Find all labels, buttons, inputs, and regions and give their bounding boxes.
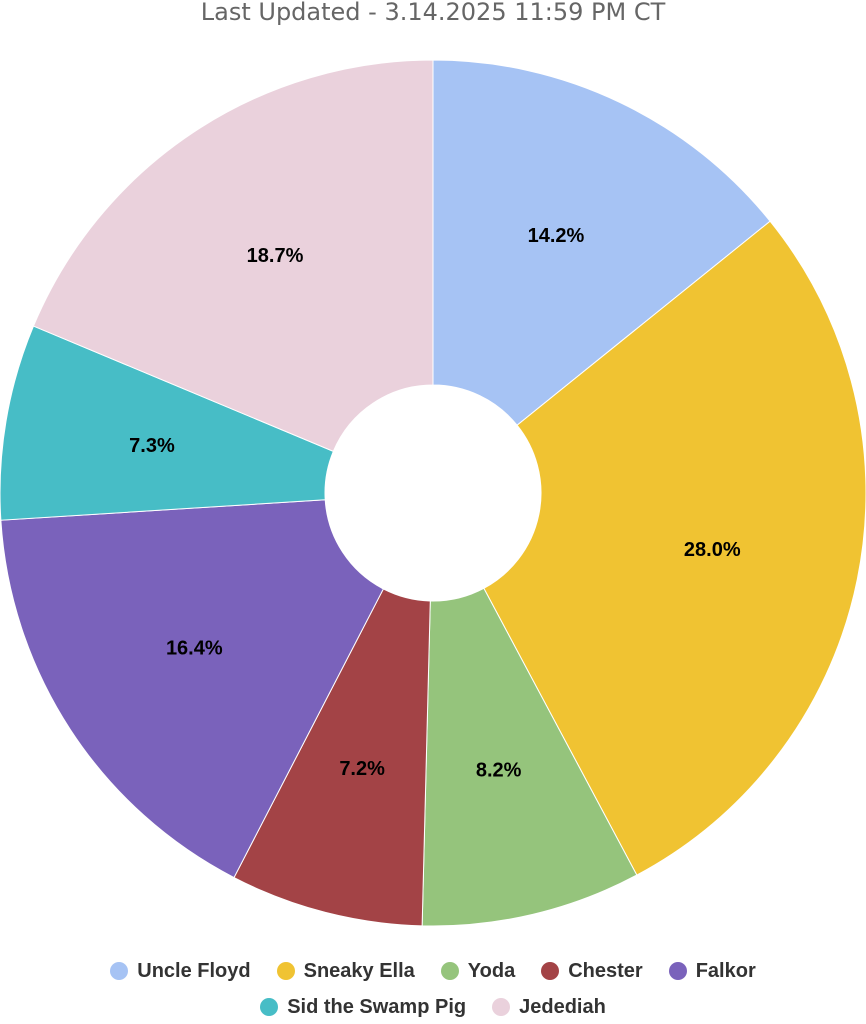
chart-subtitle: Last Updated - 3.14.2025 11:59 PM CT <box>200 0 666 26</box>
legend-item-falkor[interactable]: Falkor <box>668 956 756 986</box>
slice-label-sid-the-swamp-pig: 7.3% <box>129 435 175 457</box>
legend-row-1: Uncle Floyd Sneaky Ella Yoda Chester Fal… <box>0 956 866 986</box>
slice-label-chester: 7.2% <box>339 758 385 780</box>
pie-slice-sid-the-swamp-pig[interactable] <box>0 325 335 521</box>
legend-marker-jedediah <box>492 998 511 1016</box>
legend-item-jedediah[interactable]: Jedediah <box>492 992 606 1022</box>
slice-label-sneaky-ella: 28.0% <box>684 539 741 561</box>
legend-marker-sid-the-swamp-pig <box>260 998 279 1016</box>
legend-label-jedediah: Jedediah <box>519 995 606 1018</box>
legend-label-chester: Chester <box>568 959 643 982</box>
slice-label-falkor: 16.4% <box>166 638 223 660</box>
legend-marker-yoda <box>440 962 459 980</box>
pie-slice-uncle-floyd[interactable] <box>432 59 771 426</box>
legend-marker-sneaky-ella <box>276 962 295 980</box>
legend-item-chester[interactable]: Chester <box>541 956 643 986</box>
legend-label-yoda: Yoda <box>467 959 516 982</box>
chart-legend: Uncle Floyd Sneaky Ella Yoda Chester Fal… <box>0 956 866 1022</box>
pie-slice-chester[interactable] <box>233 588 431 927</box>
legend-item-sneaky-ella[interactable]: Sneaky Ella <box>276 956 415 986</box>
legend-row-2: Sid the Swamp Pig Jedediah <box>0 992 866 1022</box>
legend-marker-uncle-floyd <box>110 962 129 980</box>
legend-marker-chester <box>541 962 560 980</box>
legend-marker-falkor <box>668 962 687 980</box>
pie-chart: 14.2% 28.0% 8.2% 7.2% 16.4% 7.3% 18.7% <box>0 59 866 927</box>
slice-label-uncle-floyd: 14.2% <box>528 225 585 247</box>
legend-label-sid-the-swamp-pig: Sid the Swamp Pig <box>287 995 467 1018</box>
pie-slice-sneaky-ella[interactable] <box>483 220 866 876</box>
slice-label-yoda: 8.2% <box>476 759 522 781</box>
pie-slice-jedediah[interactable] <box>32 59 434 453</box>
legend-label-falkor: Falkor <box>695 959 756 982</box>
pie-slice-falkor[interactable] <box>0 499 385 879</box>
legend-label-uncle-floyd: Uncle Floyd <box>137 959 251 982</box>
legend-item-uncle-floyd[interactable]: Uncle Floyd <box>110 956 251 986</box>
pie-slice-yoda[interactable] <box>421 587 638 927</box>
legend-item-yoda[interactable]: Yoda <box>440 956 516 986</box>
legend-item-sid-the-swamp-pig[interactable]: Sid the Swamp Pig <box>260 992 466 1022</box>
slice-label-jedediah: 18.7% <box>247 245 304 267</box>
legend-label-sneaky-ella: Sneaky Ella <box>303 959 415 982</box>
